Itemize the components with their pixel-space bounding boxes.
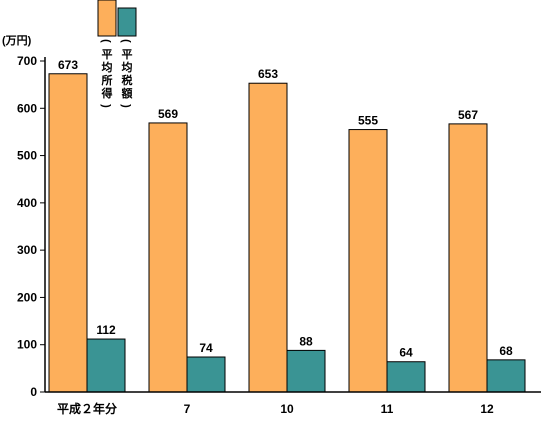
income-bar bbox=[148, 122, 188, 393]
tax-bar bbox=[86, 338, 126, 393]
y-tick-label: 300 bbox=[17, 243, 37, 257]
legend-swatch-income bbox=[97, 0, 117, 37]
x-category-label: 10 bbox=[280, 402, 294, 416]
income-value-label: 673 bbox=[58, 58, 78, 72]
x-category-label: 11 bbox=[381, 402, 394, 416]
tax-bar bbox=[386, 361, 426, 393]
y-tick-label: 500 bbox=[17, 149, 37, 163]
tax-bar bbox=[186, 356, 226, 393]
legend-label-char: 均 bbox=[122, 60, 133, 74]
tax-bar bbox=[286, 349, 326, 393]
legend-swatch-tax bbox=[117, 7, 137, 37]
legend-label-char: ) bbox=[120, 104, 132, 108]
income-bar bbox=[48, 73, 88, 393]
x-category-label: 7 bbox=[184, 402, 191, 416]
legend-label-char: 平 bbox=[102, 48, 113, 61]
y-tick-label: 400 bbox=[17, 196, 37, 210]
y-tick-label: 0 bbox=[30, 385, 37, 399]
axes: 0 100 200 300 400 500 600 700 平成２年分 7 10 11 12 bbox=[17, 54, 541, 416]
legend-label-char: 税 bbox=[122, 73, 133, 87]
tax-value-label: 74 bbox=[199, 341, 213, 355]
income-bar bbox=[248, 82, 288, 393]
income-value-label: 569 bbox=[158, 107, 178, 121]
y-tick-label: 700 bbox=[17, 54, 37, 68]
income-bar bbox=[348, 129, 388, 393]
bars-group: 673 112 569 74 653 88 555 64 567 68 bbox=[48, 58, 526, 393]
legend-label-char: ( bbox=[120, 39, 132, 43]
tax-value-label: 64 bbox=[399, 346, 413, 360]
y-tick-label: 200 bbox=[17, 290, 37, 304]
legend-label-char: 均 bbox=[102, 60, 113, 74]
income-value-label: 555 bbox=[358, 114, 378, 128]
tax-value-label: 88 bbox=[299, 334, 313, 348]
income-value-label: 567 bbox=[458, 108, 478, 122]
tax-value-label: 112 bbox=[96, 323, 116, 337]
tax-value-label: 68 bbox=[499, 344, 513, 358]
legend-label-char: 得 bbox=[101, 86, 113, 100]
income-bar bbox=[448, 123, 488, 393]
y-axis-unit-label: (万円) bbox=[2, 34, 32, 47]
legend-label-char: 平 bbox=[122, 48, 133, 61]
legend-label-char: 額 bbox=[121, 86, 133, 100]
x-category-label: 12 bbox=[480, 402, 494, 416]
x-category-label: 平成２年分 bbox=[57, 401, 117, 416]
y-tick-label: 600 bbox=[17, 101, 37, 115]
legend-label-char: 所 bbox=[102, 73, 113, 87]
y-tick-label: 100 bbox=[17, 338, 37, 352]
tax-bar bbox=[486, 359, 526, 393]
legend-label-char: ( bbox=[100, 39, 112, 43]
income-value-label: 653 bbox=[258, 67, 278, 81]
legend-label-char: ) bbox=[100, 104, 112, 108]
